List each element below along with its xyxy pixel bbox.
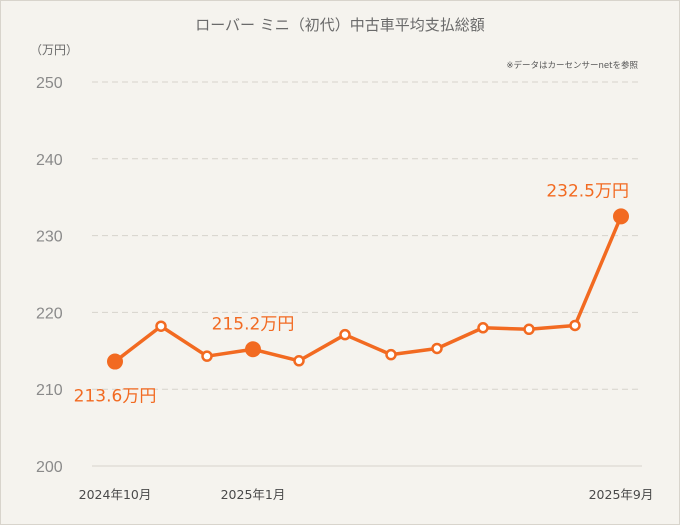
gridlines	[92, 81, 642, 467]
data-label: 232.5万円	[546, 181, 629, 201]
series-line-group	[113, 214, 623, 364]
highlight-point	[245, 341, 261, 358]
x-tick-label: 2024年10月	[79, 487, 152, 502]
data-point	[293, 355, 305, 367]
source-note: ※データはカーセンサーnetを参照	[506, 60, 638, 71]
data-points	[107, 208, 629, 370]
chart-title: ローバー ミニ（初代）中古車平均支払総額	[195, 16, 485, 34]
data-label: 215.2万円	[212, 314, 295, 334]
data-point	[339, 328, 351, 341]
highlight-point	[107, 353, 123, 370]
data-point	[477, 322, 489, 334]
y-tick-label: 240	[36, 152, 63, 169]
y-axis-ticks: 200 210 220 230 240 250	[36, 75, 63, 476]
y-tick-label: 230	[36, 229, 63, 246]
data-point	[385, 348, 397, 361]
y-tick-label: 210	[36, 382, 63, 399]
y-tick-label: 220	[36, 305, 63, 322]
x-tick-label: 2025年9月	[589, 487, 654, 502]
data-point	[523, 323, 535, 336]
x-tick-label: 2025年1月	[221, 487, 286, 502]
y-unit-label: （万円）	[30, 43, 78, 57]
series-line	[113, 214, 623, 364]
data-label: 213.6万円	[74, 387, 157, 407]
x-axis-ticks: 2024年10月 2025年1月 2025年9月	[79, 487, 654, 502]
data-point	[201, 350, 213, 362]
y-tick-label: 250	[36, 75, 63, 92]
highlight-point	[613, 208, 629, 225]
data-point	[569, 319, 581, 332]
data-point	[155, 320, 167, 332]
data-labels: 213.6万円 215.2万円 232.5万円	[74, 181, 629, 406]
data-point	[431, 342, 443, 355]
y-tick-label: 200	[36, 459, 63, 476]
